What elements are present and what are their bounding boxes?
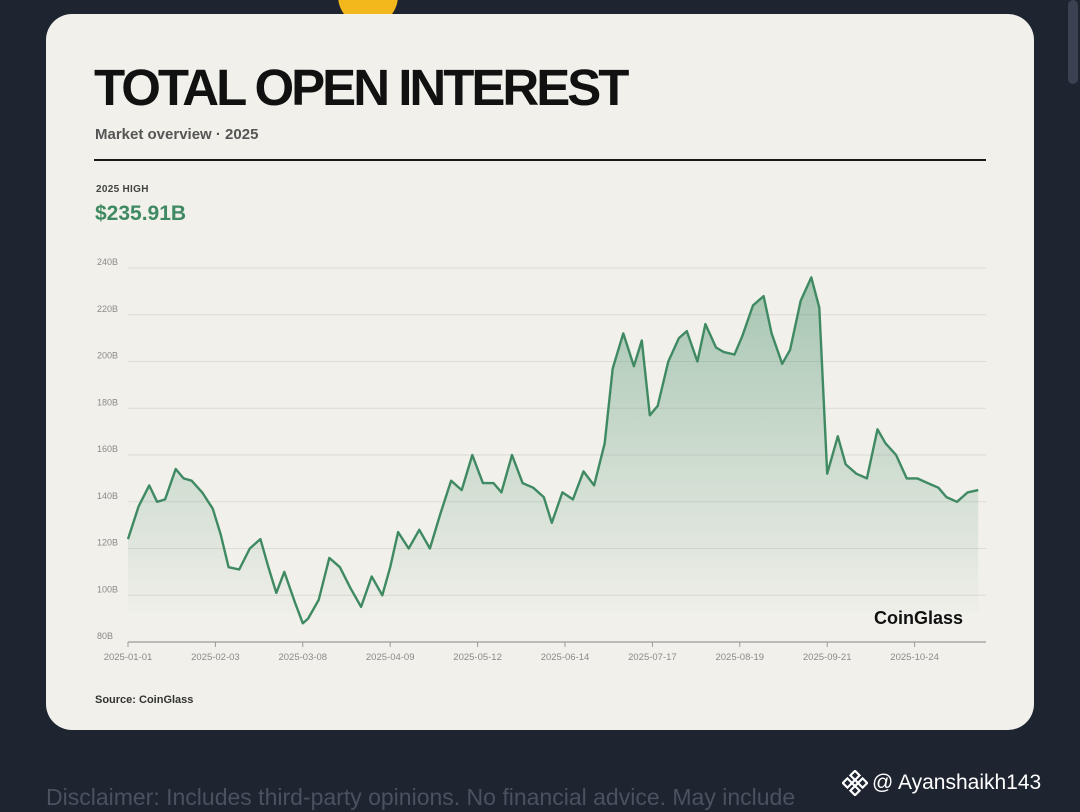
stat-label: 2025 HIGH [96,184,149,195]
chart-card: TOTAL OPEN INTEREST Market overview · 20… [46,14,1034,730]
x-tick-label: 2025-09-21 [803,652,852,663]
divider [94,159,986,161]
y-tick-label: 140B [97,491,118,501]
y-tick-label: 240B [97,257,118,267]
open-interest-chart: 80B 100B 120B 140B 160B 180B 200B 220B 240B 2025… [97,257,986,663]
x-tick-label: 2025-05-12 [453,652,502,663]
x-tick-label: 2025-04-09 [366,652,415,663]
x-tick-label: 2025-10-24 [890,652,939,663]
stat-value: $235.91B [95,202,187,225]
binance-icon [842,770,868,796]
watermark: @ Ayanshaikh143 [842,770,1041,796]
y-tick-label: 160B [97,444,118,454]
y-tick-label: 100B [97,584,118,594]
scrollbar[interactable] [1068,0,1078,84]
y-tick-label: 200B [97,351,118,361]
x-tick-label: 2025-07-17 [628,652,677,663]
disclaimer-text: Disclaimer: Includes third-party opinion… [46,784,796,810]
x-tick-label: 2025-06-14 [541,652,590,663]
x-tick-label: 2025-08-19 [715,652,764,663]
x-tick-label: 2025-01-01 [104,652,153,663]
page-title: TOTAL OPEN INTEREST [94,59,629,116]
y-tick-label: 80B [97,631,113,641]
area-fill [128,277,979,624]
y-tick-label: 180B [97,397,118,407]
brand-label: CoinGlass [874,608,963,628]
x-tick-label: 2025-03-08 [278,652,327,663]
y-tick-label: 120B [97,538,118,548]
page-subtitle: Market overview · 2025 [95,126,259,143]
series-line [126,276,979,625]
y-tick-label: 220B [97,304,118,314]
x-tick-label: 2025-02-03 [191,652,240,663]
source-note: Source: CoinGlass [95,694,194,706]
watermark-handle: @ Ayanshaikh143 [872,771,1042,794]
